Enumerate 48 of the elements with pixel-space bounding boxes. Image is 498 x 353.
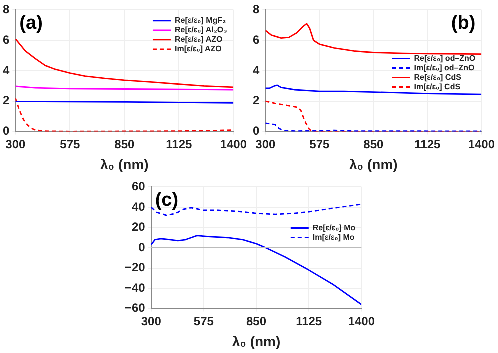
legend-label: Re[ε/ε₀] od–ZnO bbox=[414, 54, 476, 63]
x-tick-label: 300 bbox=[141, 314, 162, 328]
legend-label: Im[ε/ε₀] Mo bbox=[312, 232, 355, 242]
x-tick-label: 1125 bbox=[166, 137, 192, 152]
x-axis-title: λ₀ (nm) bbox=[232, 333, 281, 350]
x-tick-label: 575 bbox=[60, 137, 80, 152]
x-axis-title: λ₀ (nm) bbox=[350, 156, 398, 172]
x-tick-label: 1400 bbox=[468, 137, 496, 152]
y-tick-label: 60 bbox=[132, 180, 146, 194]
legend-label: Re[ε/ε₀] CdS bbox=[414, 72, 462, 82]
legend-label: Re[ε/ε₀] Mo bbox=[312, 223, 356, 232]
x-axis-title: λ₀ (nm) bbox=[100, 156, 149, 172]
y-tick-label: 8 bbox=[252, 2, 260, 17]
x-tick-label: 1125 bbox=[414, 137, 441, 152]
legend-label: Re[ε/ε₀] MgF₂ bbox=[174, 16, 227, 26]
legend-label: Re[ε/ε₀] AZO bbox=[174, 35, 223, 44]
x-tick-label: 575 bbox=[310, 137, 330, 152]
y-tick-label: 0 bbox=[138, 240, 146, 254]
x-tick-label: 850 bbox=[114, 137, 135, 152]
y-tick-label: 2 bbox=[2, 94, 10, 108]
y-tick-label: 6 bbox=[2, 32, 10, 47]
x-tick-label: 300 bbox=[256, 137, 276, 152]
y-tick-label: 4 bbox=[252, 63, 260, 78]
legend-label: Re[ε/ε₀] Al₂O₃ bbox=[174, 26, 228, 35]
y-tick-label: 6 bbox=[252, 32, 260, 47]
x-tick-label: 300 bbox=[6, 137, 26, 152]
chart-title: (a) bbox=[20, 12, 43, 34]
x-tick-label: 1400 bbox=[220, 137, 248, 152]
chart-title: (b) bbox=[451, 12, 476, 34]
y-tick-label: 20 bbox=[132, 220, 146, 234]
y-tick-label: −40 bbox=[124, 280, 146, 295]
y-tick-label: 0 bbox=[2, 124, 10, 138]
y-tick-label: −20 bbox=[124, 260, 146, 275]
legend-label: Im[ε/ε₀] AZO bbox=[174, 44, 222, 54]
x-tick-label: 575 bbox=[194, 314, 214, 328]
x-tick-label: 1400 bbox=[348, 314, 376, 328]
y-tick-label: 8 bbox=[2, 2, 10, 17]
y-tick-label: −60 bbox=[124, 301, 146, 316]
x-tick-label: 1125 bbox=[296, 314, 322, 328]
chart-title: (c) bbox=[155, 190, 179, 211]
x-tick-label: 850 bbox=[246, 314, 267, 328]
y-tick-label: 0 bbox=[252, 124, 260, 138]
x-tick-label: 850 bbox=[364, 137, 384, 152]
y-tick-label: 4 bbox=[2, 63, 10, 78]
legend-label: Im[ε/ε₀] CdS bbox=[414, 82, 462, 92]
y-tick-label: 40 bbox=[132, 200, 146, 214]
legend-label: Im[ε/ε₀] od–ZnO bbox=[414, 63, 475, 72]
y-tick-label: 2 bbox=[252, 94, 260, 108]
